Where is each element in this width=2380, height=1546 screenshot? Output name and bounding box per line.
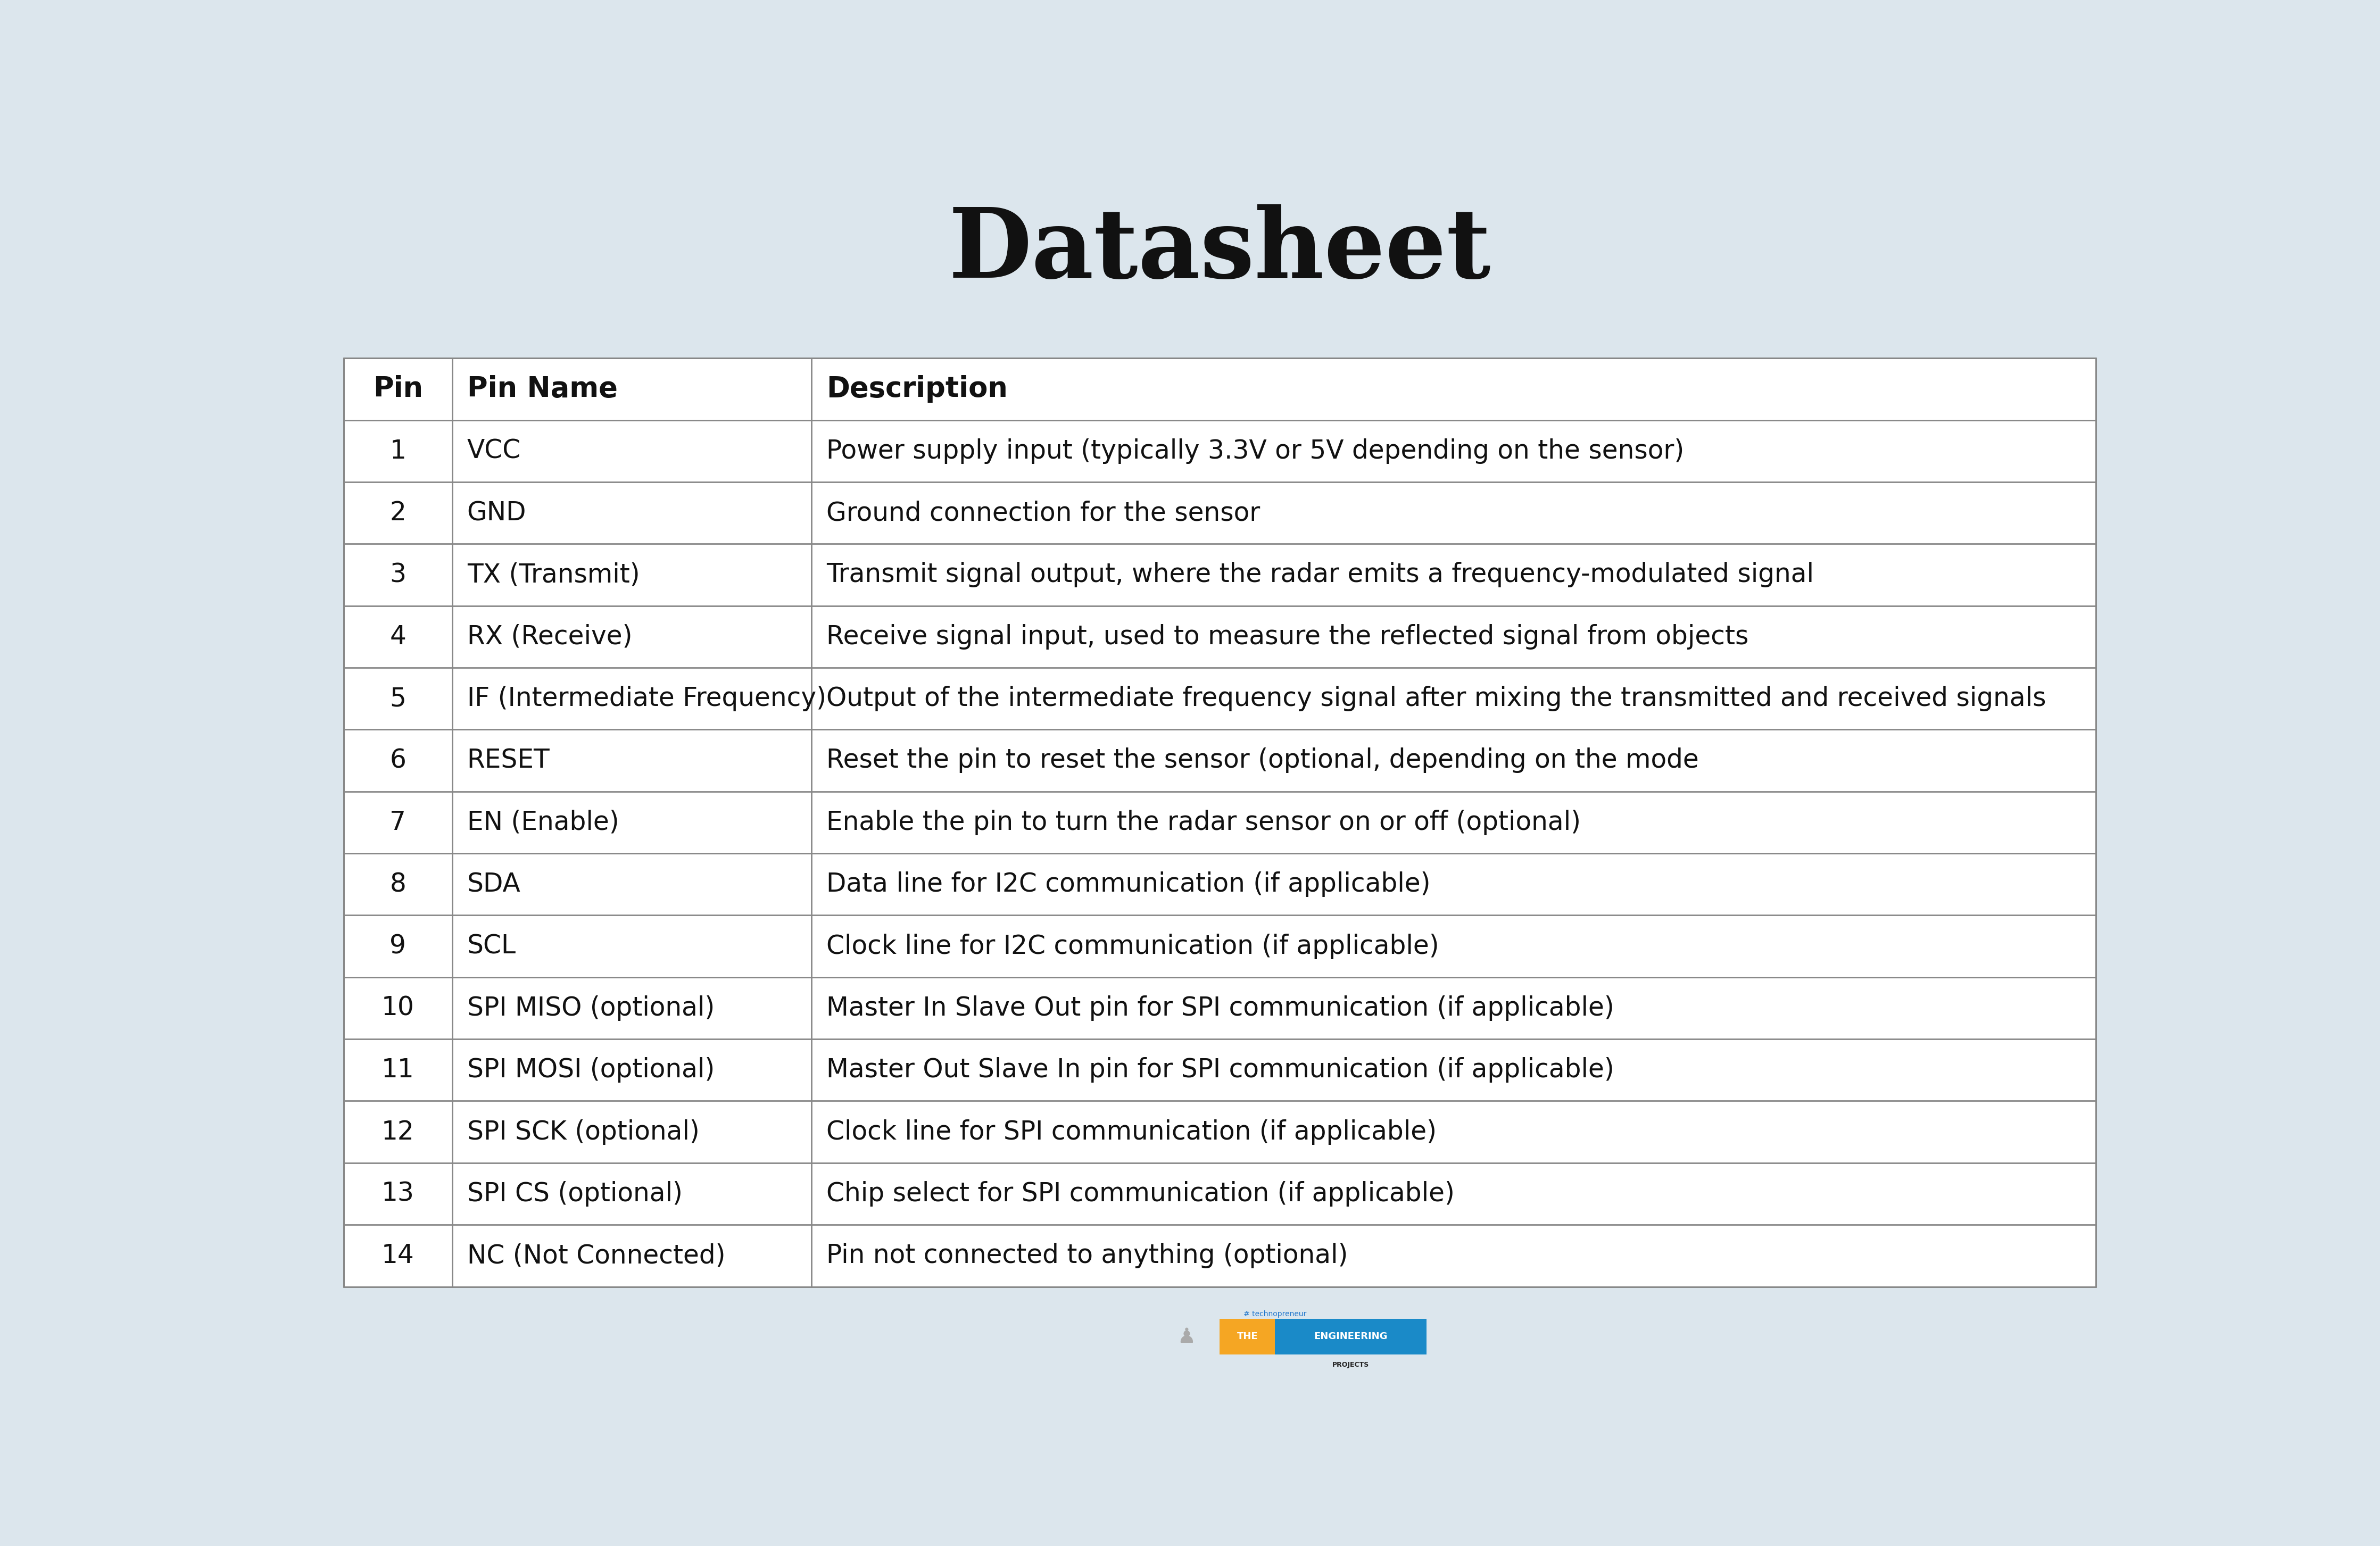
Text: Output of the intermediate frequency signal after mixing the transmitted and rec: Output of the intermediate frequency sig… [826,686,2047,711]
Text: Master In Slave Out pin for SPI communication (if applicable): Master In Slave Out pin for SPI communic… [826,996,1614,1020]
Text: RESET: RESET [466,748,550,773]
Text: Transmit signal output, where the radar emits a frequency-modulated signal: Transmit signal output, where the radar … [826,563,1814,587]
Text: PROJECTS: PROJECTS [1333,1362,1368,1368]
Text: SCL: SCL [466,934,516,959]
Text: 7: 7 [390,810,407,835]
Text: Description: Description [826,376,1007,404]
Text: Pin not connected to anything (optional): Pin not connected to anything (optional) [826,1243,1347,1268]
Text: 8: 8 [390,872,407,897]
Text: TX (Transmit): TX (Transmit) [466,563,640,587]
Text: 2: 2 [390,499,407,526]
Text: 1: 1 [390,438,407,464]
Text: Power supply input (typically 3.3V or 5V depending on the sensor): Power supply input (typically 3.3V or 5V… [826,438,1685,464]
Text: Datasheet: Datasheet [950,204,1490,298]
Text: NC (Not Connected): NC (Not Connected) [466,1243,726,1268]
Text: ♟: ♟ [1178,1326,1195,1347]
Bar [343,359,2097,1286]
Text: 14: 14 [381,1243,414,1268]
Text: Data line for I2C communication (if applicable): Data line for I2C communication (if appl… [826,872,1430,897]
Text: 6: 6 [390,748,407,773]
Text: SPI SCK (optional): SPI SCK (optional) [466,1119,700,1144]
Text: 9: 9 [390,934,407,959]
Text: 13: 13 [381,1181,414,1206]
Text: 4: 4 [390,625,407,649]
Text: Ground connection for the sensor: Ground connection for the sensor [826,499,1259,526]
Text: SPI CS (optional): SPI CS (optional) [466,1181,683,1206]
Text: Pin Name: Pin Name [466,376,616,404]
Text: 11: 11 [381,1057,414,1082]
Text: Reset the pin to reset the sensor (optional, depending on the mode: Reset the pin to reset the sensor (optio… [826,748,1699,773]
Text: EN (Enable): EN (Enable) [466,810,619,835]
Text: SDA: SDA [466,872,521,897]
Text: Master Out Slave In pin for SPI communication (if applicable): Master Out Slave In pin for SPI communic… [826,1057,1614,1082]
Text: SPI MOSI (optional): SPI MOSI (optional) [466,1057,714,1082]
Text: Chip select for SPI communication (if applicable): Chip select for SPI communication (if ap… [826,1181,1454,1206]
Text: Enable the pin to turn the radar sensor on or off (optional): Enable the pin to turn the radar sensor … [826,810,1580,835]
Text: RX (Receive): RX (Receive) [466,625,633,649]
Text: SPI MISO (optional): SPI MISO (optional) [466,996,714,1020]
Bar [1221,1319,1276,1354]
Text: Receive signal input, used to measure the reflected signal from objects: Receive signal input, used to measure th… [826,625,1749,649]
Text: 12: 12 [381,1119,414,1144]
Text: Clock line for I2C communication (if applicable): Clock line for I2C communication (if app… [826,934,1440,959]
Text: GND: GND [466,499,526,526]
Text: 3: 3 [390,563,407,587]
Text: IF (Intermediate Frequency): IF (Intermediate Frequency) [466,686,826,711]
Text: # technopreneur: # technopreneur [1245,1311,1307,1317]
Text: 10: 10 [381,996,414,1020]
Text: THE: THE [1238,1331,1259,1342]
Text: VCC: VCC [466,438,521,464]
Text: Clock line for SPI communication (if applicable): Clock line for SPI communication (if app… [826,1119,1438,1144]
Text: 5: 5 [390,686,407,711]
Bar [1276,1319,1426,1354]
Text: ENGINEERING: ENGINEERING [1314,1331,1388,1342]
Text: Pin: Pin [374,376,424,404]
